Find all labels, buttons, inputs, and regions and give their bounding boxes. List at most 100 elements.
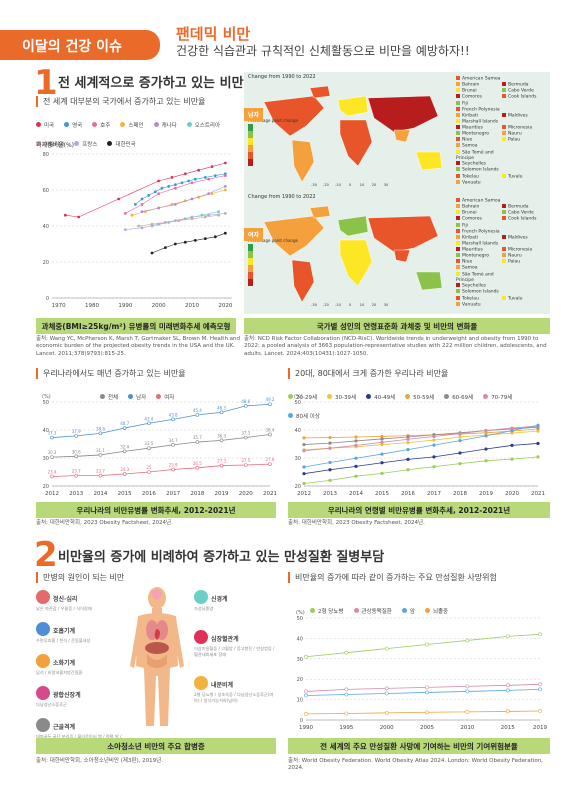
legend-color-step (248, 258, 253, 265)
island-swatch (502, 82, 506, 87)
data-point (223, 174, 227, 178)
legend-swatch (288, 394, 293, 399)
x-tick-label: 2014 (93, 491, 107, 497)
map-region (337, 215, 369, 237)
data-point (505, 709, 510, 714)
data-point (536, 455, 540, 459)
data-point (163, 246, 167, 250)
series-line (303, 430, 539, 451)
data-point (203, 175, 207, 179)
legend-swatch (353, 608, 359, 613)
legend-label: 70-79세 (491, 394, 513, 401)
data-point (190, 181, 194, 185)
organ-name: 광합신장계 (53, 692, 81, 699)
x-tick-label: 2015 (118, 491, 132, 497)
ka-legend-item: 20-29세 (288, 393, 317, 401)
data-point (195, 440, 200, 444)
x-tick-label: 2000 (380, 725, 394, 731)
chart1-caption: 과체중(BMI≥25kg/m²) 유병률의 미래변화추세 예측모형 (36, 318, 236, 334)
y-axis-label: (%) (294, 394, 303, 400)
data-point (77, 215, 81, 219)
data-label: 27.3 (217, 459, 226, 464)
map-region (339, 239, 373, 287)
map-region (291, 139, 315, 183)
data-point (74, 454, 79, 459)
data-point (406, 437, 410, 441)
island-name: Brunei (462, 210, 477, 216)
scale-tick: 20 (372, 303, 376, 307)
data-point (380, 471, 384, 475)
legend-color-step (248, 152, 253, 159)
data-point (123, 228, 127, 232)
island-name: Bahrain (462, 82, 480, 88)
data-point (219, 463, 224, 468)
legend-label: 50-59세 (413, 394, 435, 401)
organ-name: 심장혈관계 (211, 636, 239, 643)
legend-label: 2형 당뇨병 (318, 608, 344, 615)
legend-label: 오스트리아 (194, 122, 221, 129)
scale-tick: -20 (323, 183, 329, 187)
island-row: Mauritius Micronesia (456, 125, 550, 131)
island-swatch (502, 259, 506, 264)
island-row: Tokelau Tuvalu (456, 173, 550, 180)
ka-legend-item: 60-69세 (444, 393, 473, 401)
data-point (384, 686, 389, 691)
island-name: Niue (462, 259, 473, 265)
data-point (150, 251, 154, 255)
legend-color-step (248, 124, 253, 131)
korea-age-subhead: 20대, 80대에서 크게 증가한 우리나라 비만율 (288, 368, 448, 379)
data-label: 23.4 (48, 469, 57, 474)
data-label: 27.8 (266, 457, 275, 462)
data-point (538, 632, 542, 637)
data-point (147, 446, 151, 451)
legend-color-step (248, 244, 253, 251)
island-name: American Samoa (462, 76, 501, 82)
data-point (223, 212, 227, 215)
data-label: 36.3 (217, 433, 226, 438)
map-male: Percentage point change -30 -20 -10 0 10 20 30 (244, 82, 454, 190)
island-swatch (456, 247, 460, 251)
scale-tick: -30 (311, 303, 317, 307)
scale-tick: 10 (360, 303, 364, 307)
island-name: Samoa (462, 143, 478, 149)
data-point (207, 213, 211, 217)
complications-source: 출처: 대한비만학회, 소아청소년비만 (제3판), 2019년. (36, 758, 163, 764)
island-swatch (456, 149, 460, 154)
data-label: 25 (146, 465, 152, 470)
island-name: Tokelau (462, 296, 479, 301)
island-name: São Tomé and Príncipe (456, 150, 494, 161)
legend-swatch (128, 394, 134, 399)
data-point (243, 404, 248, 408)
korea-gender-chart: 20 30 40 50 2012 2013 2014 2015 2016 2017 2018 2019… (42, 394, 277, 497)
data-point (153, 190, 157, 194)
data-point (510, 443, 514, 448)
island-name: Brunei (462, 88, 477, 94)
data-point (354, 456, 358, 460)
x-tick-label: 1980 (85, 303, 99, 309)
data-label: 32.4 (120, 444, 129, 449)
data-point (302, 481, 306, 486)
island-name: Montenegro (462, 253, 490, 259)
x-tick-label: 2013 (69, 491, 83, 497)
data-point (50, 455, 54, 459)
map-region (309, 85, 331, 99)
data-point (510, 457, 514, 461)
map-male-island-list: American Samoa Bahrain Bermuda Brunei Cabo V… (456, 76, 550, 186)
chart1-legend-item: 미국 (36, 121, 54, 129)
island-swatch (456, 265, 460, 270)
island-row: São Tomé and Príncipe (456, 149, 550, 162)
island-swatch (502, 247, 506, 251)
legend-swatch (36, 122, 41, 127)
data-point (425, 642, 429, 647)
data-point (147, 421, 151, 426)
x-tick-label: 2018 (190, 491, 204, 497)
island-swatch (456, 94, 460, 99)
data-label: 30.6 (72, 449, 81, 454)
data-point (150, 222, 154, 226)
x-tick-label: 1990 (118, 303, 132, 309)
island-swatch (456, 100, 460, 105)
data-point (484, 434, 488, 438)
data-point (380, 440, 384, 444)
data-point (74, 434, 79, 438)
legend-swatch (100, 394, 105, 399)
